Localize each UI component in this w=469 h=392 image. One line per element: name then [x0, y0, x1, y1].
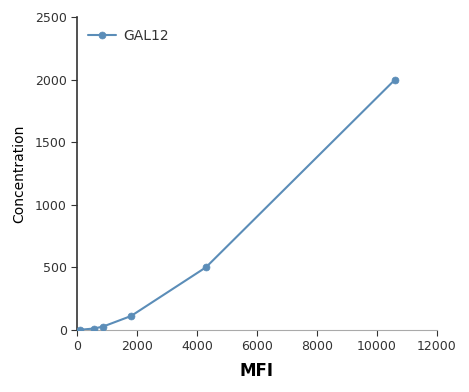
- X-axis label: MFI: MFI: [240, 361, 274, 379]
- GAL12: [91, 326, 97, 331]
- Y-axis label: Concentration: Concentration: [13, 124, 27, 223]
- GAL12: [203, 265, 209, 270]
- GAL12: [128, 314, 134, 318]
- GAL12: [100, 324, 106, 329]
- GAL12: [392, 78, 398, 82]
- Legend: GAL12: GAL12: [84, 24, 173, 47]
- Line: GAL12: GAL12: [77, 76, 398, 333]
- GAL12: [77, 327, 83, 332]
